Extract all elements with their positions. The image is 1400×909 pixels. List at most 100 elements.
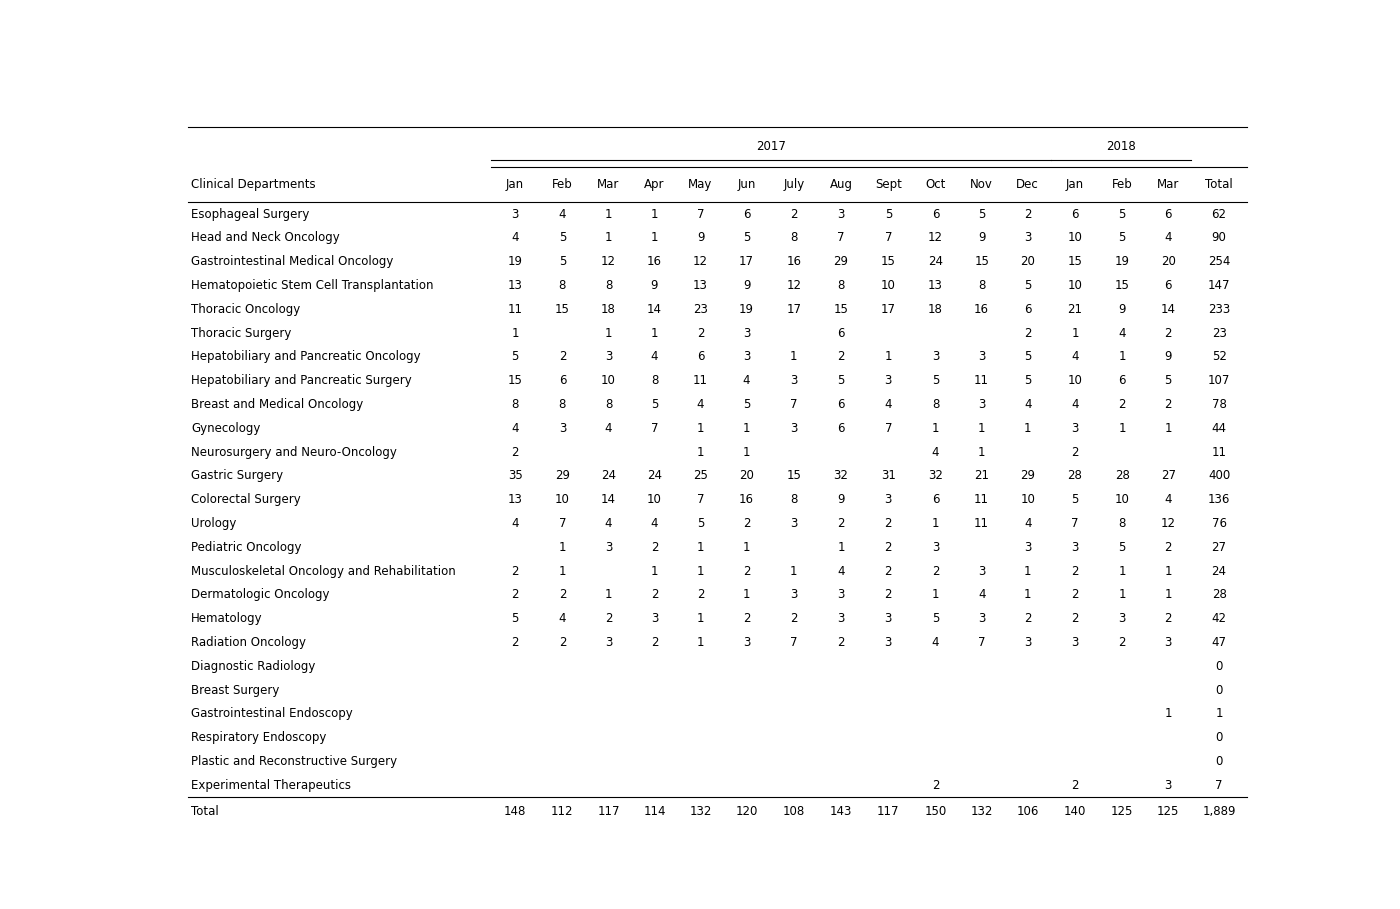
Text: 3: 3 xyxy=(743,326,750,340)
Text: 4: 4 xyxy=(1165,494,1172,506)
Text: 1: 1 xyxy=(885,350,892,364)
Text: 125: 125 xyxy=(1156,804,1179,817)
Text: Mar: Mar xyxy=(598,178,620,191)
Text: 9: 9 xyxy=(977,232,986,245)
Text: Pediatric Oncology: Pediatric Oncology xyxy=(192,541,302,554)
Text: 1: 1 xyxy=(790,350,798,364)
Text: 24: 24 xyxy=(928,255,944,268)
Text: 27: 27 xyxy=(1161,469,1176,483)
Text: 1: 1 xyxy=(697,636,704,649)
Text: 2: 2 xyxy=(651,636,658,649)
Text: 1: 1 xyxy=(697,564,704,577)
Text: 3: 3 xyxy=(1071,541,1078,554)
Text: Oct: Oct xyxy=(925,178,946,191)
Text: 2: 2 xyxy=(1165,326,1172,340)
Text: 3: 3 xyxy=(790,588,798,602)
Text: 3: 3 xyxy=(743,636,750,649)
Text: 1: 1 xyxy=(1165,564,1172,577)
Text: 62: 62 xyxy=(1211,207,1226,221)
Text: Breast Surgery: Breast Surgery xyxy=(192,684,280,696)
Text: 4: 4 xyxy=(837,564,844,577)
Text: 1: 1 xyxy=(651,326,658,340)
Text: 15: 15 xyxy=(881,255,896,268)
Text: 6: 6 xyxy=(1071,207,1078,221)
Text: 0: 0 xyxy=(1215,684,1222,696)
Text: 11: 11 xyxy=(1211,445,1226,458)
Text: 4: 4 xyxy=(1165,232,1172,245)
Text: 2: 2 xyxy=(1023,207,1032,221)
Text: 29: 29 xyxy=(833,255,848,268)
Text: 132: 132 xyxy=(689,804,711,817)
Text: 16: 16 xyxy=(787,255,801,268)
Text: 6: 6 xyxy=(837,422,844,435)
Text: 2018: 2018 xyxy=(1106,140,1135,154)
Text: 20: 20 xyxy=(739,469,755,483)
Text: 15: 15 xyxy=(787,469,801,483)
Text: 5: 5 xyxy=(932,375,939,387)
Text: 3: 3 xyxy=(790,375,798,387)
Text: 28: 28 xyxy=(1114,469,1130,483)
Text: 19: 19 xyxy=(508,255,522,268)
Text: 3: 3 xyxy=(885,494,892,506)
Text: 3: 3 xyxy=(979,398,986,411)
Text: 2: 2 xyxy=(511,588,519,602)
Text: 23: 23 xyxy=(1211,326,1226,340)
Text: Experimental Therapeutics: Experimental Therapeutics xyxy=(192,779,351,792)
Text: 6: 6 xyxy=(559,375,566,387)
Text: 9: 9 xyxy=(1165,350,1172,364)
Text: 24: 24 xyxy=(601,469,616,483)
Text: Musculoskeletal Oncology and Rehabilitation: Musculoskeletal Oncology and Rehabilitat… xyxy=(192,564,456,577)
Text: 4: 4 xyxy=(511,517,519,530)
Text: 2: 2 xyxy=(1023,326,1032,340)
Text: 6: 6 xyxy=(1119,375,1126,387)
Text: 2: 2 xyxy=(790,612,798,625)
Text: 13: 13 xyxy=(693,279,708,292)
Text: 24: 24 xyxy=(647,469,662,483)
Text: 2: 2 xyxy=(932,779,939,792)
Text: 2: 2 xyxy=(1071,779,1078,792)
Text: 1: 1 xyxy=(651,207,658,221)
Text: 3: 3 xyxy=(1023,636,1032,649)
Text: 5: 5 xyxy=(1023,375,1032,387)
Text: 136: 136 xyxy=(1208,494,1231,506)
Text: 3: 3 xyxy=(837,207,844,221)
Text: 5: 5 xyxy=(979,207,986,221)
Text: 2: 2 xyxy=(743,564,750,577)
Text: 1: 1 xyxy=(651,564,658,577)
Text: 8: 8 xyxy=(790,494,798,506)
Text: 4: 4 xyxy=(743,375,750,387)
Text: 13: 13 xyxy=(508,494,522,506)
Text: 4: 4 xyxy=(932,445,939,458)
Text: 7: 7 xyxy=(977,636,986,649)
Text: 17: 17 xyxy=(787,303,801,315)
Text: Sept: Sept xyxy=(875,178,902,191)
Text: 35: 35 xyxy=(508,469,522,483)
Text: 2: 2 xyxy=(511,445,519,458)
Text: 4: 4 xyxy=(651,350,658,364)
Text: 1: 1 xyxy=(1119,422,1126,435)
Text: 7: 7 xyxy=(651,422,658,435)
Text: 3: 3 xyxy=(1023,541,1032,554)
Text: 3: 3 xyxy=(605,350,612,364)
Text: 12: 12 xyxy=(601,255,616,268)
Text: 3: 3 xyxy=(979,612,986,625)
Text: 10: 10 xyxy=(601,375,616,387)
Text: 6: 6 xyxy=(1023,303,1032,315)
Text: 90: 90 xyxy=(1211,232,1226,245)
Text: 1: 1 xyxy=(697,612,704,625)
Text: 2: 2 xyxy=(885,541,892,554)
Text: 5: 5 xyxy=(1023,279,1032,292)
Text: 76: 76 xyxy=(1211,517,1226,530)
Text: 2: 2 xyxy=(697,326,704,340)
Text: Nov: Nov xyxy=(970,178,993,191)
Text: July: July xyxy=(783,178,805,191)
Text: 52: 52 xyxy=(1211,350,1226,364)
Text: 3: 3 xyxy=(790,422,798,435)
Text: 3: 3 xyxy=(979,564,986,577)
Text: 8: 8 xyxy=(511,398,519,411)
Text: 1: 1 xyxy=(1215,707,1222,720)
Text: 10: 10 xyxy=(1114,494,1130,506)
Text: 1: 1 xyxy=(932,517,939,530)
Text: 3: 3 xyxy=(1119,612,1126,625)
Text: 1: 1 xyxy=(743,588,750,602)
